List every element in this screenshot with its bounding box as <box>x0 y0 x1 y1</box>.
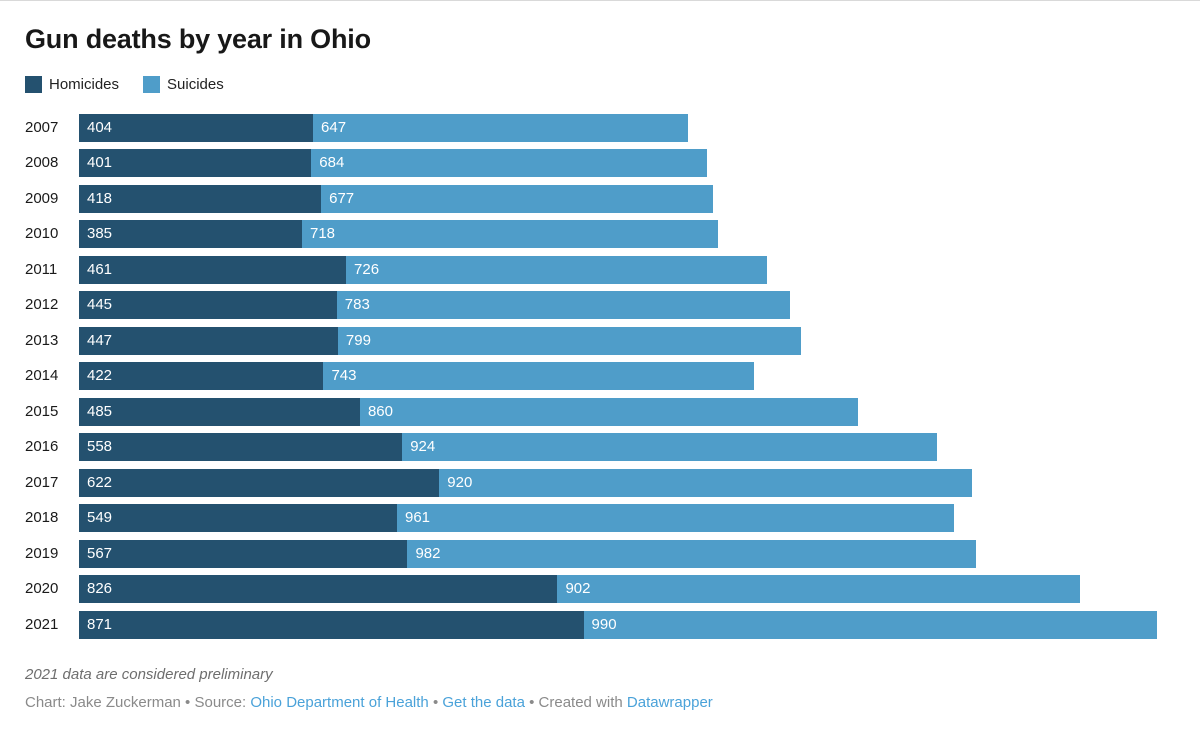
legend-label: Suicides <box>167 75 224 93</box>
chart-row-2020: 2020 826 902 <box>25 575 1175 604</box>
bar-track: 445 783 <box>79 291 1157 320</box>
year-label: 2008 <box>25 154 59 172</box>
year-label: 2014 <box>25 367 59 385</box>
bar-segment-suicides-2011[interactable]: 726 <box>346 255 767 284</box>
chart-row-2010: 2010 385 718 <box>25 220 1175 249</box>
chart-row-2008: 2008 401 684 <box>25 149 1175 178</box>
chart-footer: 2021 data are considered preliminary Cha… <box>25 664 1175 713</box>
chart-row-2018: 2018 549 961 <box>25 504 1175 533</box>
bar-segment-suicides-2013[interactable]: 799 <box>337 326 801 355</box>
bar-segment-suicides-2019[interactable]: 982 <box>407 539 977 568</box>
legend-swatch-homicides <box>25 75 42 93</box>
chart-row-2015: 2015 485 860 <box>25 397 1175 426</box>
bar-segment-homicides-2013[interactable]: 447 <box>79 326 338 355</box>
bar-segment-suicides-2021[interactable]: 990 <box>583 610 1157 639</box>
chart-row-2019: 2019 567 982 <box>25 539 1175 568</box>
bar-segment-homicides-2008[interactable]: 401 <box>79 149 312 178</box>
footnote: 2021 data are considered preliminary <box>25 665 273 683</box>
bar-track: 567 982 <box>79 539 1157 568</box>
bar-segment-homicides-2011[interactable]: 461 <box>79 255 347 284</box>
legend-item-suicides: Suicides <box>143 75 224 93</box>
year-label: 2020 <box>25 580 59 598</box>
chart-row-2012: 2012 445 783 <box>25 291 1175 320</box>
year-label: 2013 <box>25 331 59 349</box>
chart-row-2014: 2014 422 743 <box>25 362 1175 391</box>
chart-row-2009: 2009 418 677 <box>25 184 1175 213</box>
bar-segment-suicides-2010[interactable]: 718 <box>302 220 718 249</box>
bar-track: 558 924 <box>79 433 1157 462</box>
bar-track: 447 799 <box>79 326 1157 355</box>
year-label: 2015 <box>25 402 59 420</box>
chart-row-2021: 2021 871 990 <box>25 610 1175 639</box>
bar-track: 871 990 <box>79 610 1157 639</box>
bar-segment-suicides-2020[interactable]: 902 <box>557 575 1080 604</box>
year-label: 2017 <box>25 473 59 491</box>
credit-text: • Created with <box>524 693 627 711</box>
bar-segment-homicides-2012[interactable]: 445 <box>79 291 337 320</box>
year-label: 2007 <box>25 118 59 136</box>
bar-segment-homicides-2017[interactable]: 622 <box>79 468 440 497</box>
legend-label: Homicides <box>49 75 120 93</box>
bar-track: 422 743 <box>79 362 1157 391</box>
chart-row-2013: 2013 447 799 <box>25 326 1175 355</box>
bar-segment-suicides-2008[interactable]: 684 <box>311 149 708 178</box>
bar-segment-suicides-2009[interactable]: 677 <box>321 184 714 213</box>
bar-segment-suicides-2014[interactable]: 743 <box>323 362 754 391</box>
bar-segment-homicides-2007[interactable]: 404 <box>79 113 314 142</box>
bar-track: 385 718 <box>79 220 1157 249</box>
bar-track: 401 684 <box>79 149 1157 178</box>
bar-segment-suicides-2016[interactable]: 924 <box>402 433 938 462</box>
bar-segment-homicides-2018[interactable]: 549 <box>79 504 397 533</box>
credit-text: Chart: Jake Zuckerman • Source: <box>25 693 251 711</box>
bar-segment-suicides-2017[interactable]: 920 <box>439 468 973 497</box>
bar-track: 461 726 <box>79 255 1157 284</box>
chart-title: Gun deaths by year in Ohio <box>25 24 371 54</box>
bar-segment-homicides-2009[interactable]: 418 <box>79 184 322 213</box>
bar-segment-suicides-2012[interactable]: 783 <box>336 291 791 320</box>
year-label: 2019 <box>25 544 59 562</box>
legend-swatch-suicides <box>143 75 161 93</box>
bar-segment-homicides-2020[interactable]: 826 <box>79 575 558 604</box>
bar-track: 622 920 <box>79 468 1157 497</box>
year-label: 2012 <box>25 296 59 314</box>
chart-row-2017: 2017 622 920 <box>25 468 1175 497</box>
year-label: 2011 <box>25 260 58 278</box>
year-label: 2021 <box>25 615 59 633</box>
year-label: 2016 <box>25 438 59 456</box>
bar-track: 485 860 <box>79 397 1157 426</box>
bar-track: 549 961 <box>79 504 1157 533</box>
bar-track: 418 677 <box>79 184 1157 213</box>
credit-line: Chart: Jake Zuckerman • Source: Ohio Dep… <box>25 692 1175 713</box>
bar-segment-homicides-2021[interactable]: 871 <box>79 610 584 639</box>
source-link[interactable]: Ohio Department of Health <box>250 693 429 711</box>
bar-segment-homicides-2010[interactable]: 385 <box>79 220 302 249</box>
bar-segment-suicides-2007[interactable]: 647 <box>313 113 688 142</box>
chart-rows: 2007 404 647 2008 401 684 2009 418 677 2010 385 718… <box>25 113 1175 639</box>
bar-segment-homicides-2016[interactable]: 558 <box>79 433 403 462</box>
get-the-data-link[interactable]: Get the data <box>442 693 525 711</box>
chart-row-2007: 2007 404 647 <box>25 113 1175 142</box>
year-label: 2009 <box>25 189 59 207</box>
bar-segment-homicides-2019[interactable]: 567 <box>79 539 408 568</box>
chart-row-2016: 2016 558 924 <box>25 433 1175 462</box>
bar-segment-homicides-2015[interactable]: 485 <box>79 397 360 426</box>
year-label: 2018 <box>25 509 59 527</box>
bar-segment-homicides-2014[interactable]: 422 <box>79 362 324 391</box>
year-label: 2010 <box>25 225 59 243</box>
bar-segment-suicides-2015[interactable]: 860 <box>359 397 859 426</box>
datawrapper-link[interactable]: Datawrapper <box>626 693 713 711</box>
bar-segment-suicides-2018[interactable]: 961 <box>397 504 954 533</box>
bar-track: 826 902 <box>79 575 1157 604</box>
chart-row-2011: 2011 461 726 <box>25 255 1175 284</box>
legend: Homicides Suicides <box>25 75 1175 93</box>
bar-track: 404 647 <box>79 113 1157 142</box>
credit-separator: • <box>428 693 443 711</box>
legend-item-homicides: Homicides <box>25 75 120 93</box>
